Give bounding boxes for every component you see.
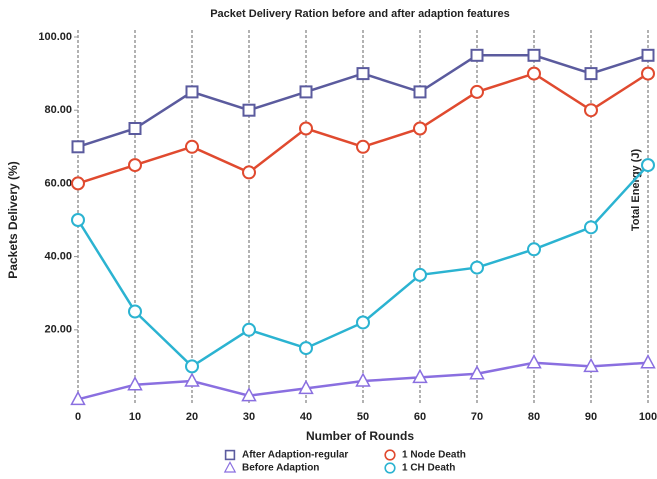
point (71, 140, 85, 154)
point (128, 304, 142, 319)
legend-marker (224, 449, 236, 461)
y-tick-label: 20.00 (44, 324, 72, 336)
point (242, 103, 256, 117)
point (413, 121, 427, 136)
x-tick-label: 70 (471, 411, 483, 423)
x-tick-label: 100 (639, 411, 657, 423)
y-tick-label: 80.00 (44, 104, 72, 116)
point (71, 176, 85, 191)
point (241, 387, 257, 402)
point (470, 260, 484, 275)
x-tick-label: 60 (414, 411, 426, 423)
x-axis-label: Number of Rounds (306, 429, 414, 443)
legend-label: Before Adaption (242, 463, 319, 474)
x-tick-label: 30 (243, 411, 255, 423)
point (70, 390, 86, 406)
point (299, 121, 313, 136)
y-tick-label: 40.00 (44, 251, 72, 263)
annotation: Total Energy (J) (630, 149, 642, 232)
point (356, 67, 370, 81)
x-tick-label: 10 (129, 411, 141, 423)
x-tick-label: 40 (300, 411, 312, 423)
legend-marker (384, 449, 396, 461)
point (584, 67, 598, 81)
point (413, 267, 427, 282)
point (470, 84, 484, 99)
point (242, 165, 256, 180)
x-tick-label: 20 (186, 411, 198, 423)
point (641, 48, 655, 62)
point (242, 322, 256, 337)
y-tick-label: 60.00 (44, 177, 72, 189)
point (584, 220, 598, 235)
point (640, 354, 656, 369)
point (583, 357, 599, 373)
point (641, 66, 655, 81)
point (298, 379, 314, 395)
point (413, 85, 427, 99)
x-tick-label: 50 (357, 411, 369, 423)
y-tick-label: 100.00 (38, 31, 72, 43)
x-tick-label: 80 (528, 411, 540, 423)
point (184, 372, 200, 387)
point (128, 122, 142, 135)
point (526, 354, 542, 369)
point (355, 372, 371, 387)
point (127, 376, 143, 391)
point (469, 365, 485, 380)
point (527, 242, 541, 257)
point (185, 359, 199, 374)
point (185, 85, 199, 99)
point (128, 158, 142, 173)
point (356, 139, 370, 154)
legend-label: After Adaption-regular (242, 450, 348, 461)
x-tick-label: 90 (585, 411, 597, 423)
legend-label: 1 CH Death (402, 463, 455, 474)
chart-title: Packet Delivery Ration before and after … (210, 8, 510, 20)
point (641, 158, 655, 173)
y-axis-label: Packets Delivery (%) (6, 161, 20, 278)
point (185, 139, 199, 154)
point (356, 315, 370, 330)
x-tick-label: 0 (75, 411, 81, 423)
point (527, 48, 541, 62)
point (584, 103, 598, 118)
point (299, 341, 313, 356)
point (299, 85, 313, 99)
legend-label: 1 Node Death (402, 450, 466, 461)
point (470, 48, 484, 62)
legend-marker (223, 461, 237, 473)
point (527, 66, 541, 81)
legend-marker (384, 462, 396, 474)
point (71, 213, 85, 227)
point (412, 368, 428, 384)
